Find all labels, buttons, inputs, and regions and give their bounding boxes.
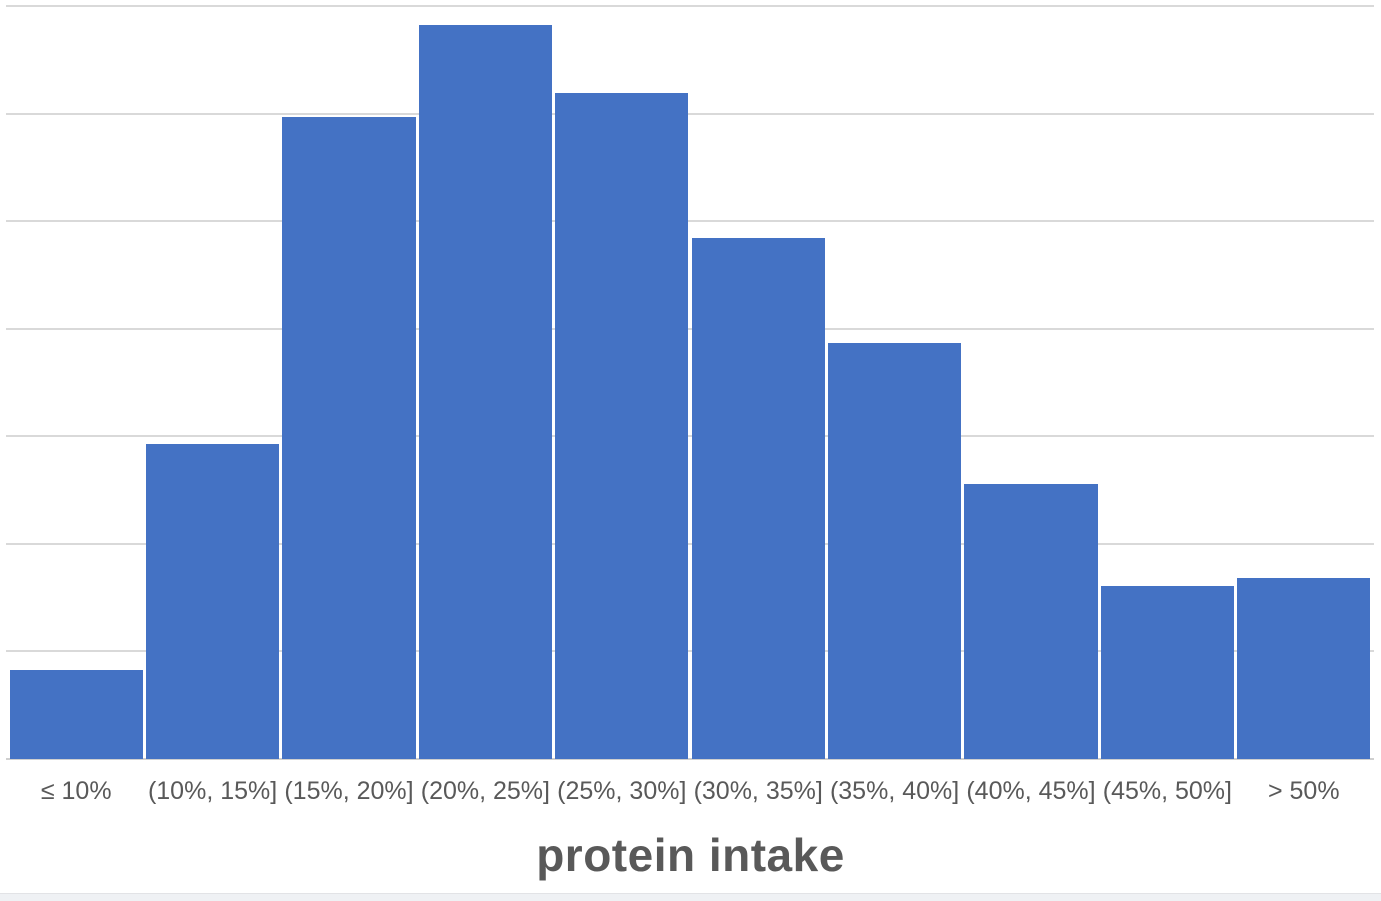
histogram-bar[interactable] (1100, 585, 1235, 759)
gridline (6, 5, 1374, 7)
x-axis-line (6, 758, 1374, 760)
x-axis-category-label: (20%, 25%] (420, 776, 550, 805)
gridline (6, 112, 1374, 115)
gridline (6, 435, 1374, 438)
histogram-bar[interactable] (145, 443, 280, 759)
histogram-bar[interactable] (555, 93, 689, 759)
histogram-bar[interactable] (282, 116, 416, 759)
x-axis-category-label: (15%, 20%] (284, 776, 414, 805)
histogram-bar[interactable] (964, 483, 1098, 759)
x-axis-category-label: (35%, 40%] (829, 776, 960, 805)
plot-area (6, 5, 1374, 760)
x-axis-category-label: (45%, 50%] (1102, 776, 1232, 805)
gridline (6, 327, 1374, 330)
x-axis-category-label: > 50% (1267, 776, 1340, 805)
x-axis-category-label: ≤ 10% (40, 776, 112, 805)
bars-layer (8, 6, 1372, 759)
x-axis-category-label: (40%, 45%] (966, 776, 1096, 805)
x-axis-category-label: (10%, 15%] (147, 776, 278, 805)
histogram-bar[interactable] (827, 342, 962, 759)
x-axis-category-label: (30%, 35%] (693, 776, 823, 805)
gridline (6, 220, 1374, 223)
histogram-bar[interactable] (1237, 578, 1371, 759)
x-axis-title: protein intake (536, 829, 845, 881)
histogram-bar[interactable] (418, 25, 553, 759)
x-axis-category-label: (25%, 30%] (557, 776, 687, 805)
x-axis-category-labels: ≤ 10% (10%, 15%] (15%, 20%] (20%, 25%] (25%,… (8, 770, 1372, 812)
gridline (6, 650, 1374, 653)
gridline (6, 542, 1374, 545)
histogram-bar[interactable] (691, 238, 825, 759)
histogram-bar[interactable] (9, 669, 143, 759)
bottom-edge-strip (0, 893, 1381, 901)
